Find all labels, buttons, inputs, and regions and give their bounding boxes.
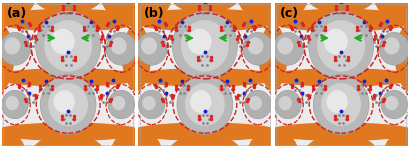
Ellipse shape: [92, 0, 172, 24]
Circle shape: [40, 74, 96, 135]
Circle shape: [136, 32, 167, 65]
Ellipse shape: [268, 69, 413, 86]
Circle shape: [317, 20, 365, 72]
Circle shape: [48, 83, 88, 126]
Circle shape: [108, 90, 135, 119]
Ellipse shape: [375, 0, 413, 24]
Ellipse shape: [248, 128, 308, 149]
Ellipse shape: [0, 0, 35, 24]
Circle shape: [190, 90, 211, 113]
Circle shape: [321, 83, 361, 126]
Ellipse shape: [249, 22, 287, 93]
Circle shape: [141, 37, 157, 55]
Ellipse shape: [168, 135, 242, 149]
Circle shape: [324, 29, 348, 55]
Ellipse shape: [112, 128, 171, 149]
Ellipse shape: [304, 135, 378, 149]
Ellipse shape: [268, 9, 413, 31]
Ellipse shape: [123, 22, 160, 93]
Ellipse shape: [0, 9, 141, 31]
Text: (b): (b): [144, 7, 164, 20]
Circle shape: [379, 32, 410, 65]
Ellipse shape: [0, 128, 25, 149]
Circle shape: [385, 96, 398, 110]
Circle shape: [0, 32, 30, 65]
Ellipse shape: [0, 22, 14, 93]
Circle shape: [275, 90, 301, 119]
Ellipse shape: [385, 128, 413, 149]
Circle shape: [185, 83, 225, 126]
Circle shape: [54, 90, 75, 113]
Circle shape: [243, 32, 273, 65]
Ellipse shape: [0, 69, 141, 86]
Ellipse shape: [31, 135, 105, 149]
Ellipse shape: [228, 0, 308, 24]
Circle shape: [327, 90, 348, 113]
Circle shape: [112, 96, 125, 110]
Ellipse shape: [113, 22, 150, 93]
Circle shape: [309, 11, 374, 81]
Ellipse shape: [268, 123, 413, 140]
Circle shape: [245, 90, 271, 119]
Ellipse shape: [132, 9, 278, 31]
Circle shape: [172, 11, 237, 81]
Circle shape: [247, 37, 263, 55]
Ellipse shape: [238, 128, 298, 149]
Ellipse shape: [132, 123, 278, 140]
Circle shape: [249, 96, 262, 110]
Ellipse shape: [238, 0, 318, 24]
Circle shape: [279, 96, 292, 110]
Ellipse shape: [168, 0, 242, 13]
Circle shape: [181, 20, 229, 72]
Circle shape: [188, 29, 211, 55]
Ellipse shape: [132, 69, 278, 86]
Ellipse shape: [31, 0, 105, 13]
Circle shape: [273, 32, 303, 65]
Circle shape: [142, 96, 156, 110]
Circle shape: [384, 37, 400, 55]
Ellipse shape: [259, 22, 297, 93]
Circle shape: [51, 29, 75, 55]
Text: (a): (a): [7, 7, 27, 20]
Circle shape: [6, 96, 19, 110]
Circle shape: [44, 20, 92, 72]
Ellipse shape: [0, 123, 141, 140]
Circle shape: [177, 74, 233, 135]
Circle shape: [2, 90, 28, 119]
Circle shape: [111, 37, 127, 55]
Circle shape: [106, 32, 137, 65]
Circle shape: [4, 37, 20, 55]
Text: (c): (c): [280, 7, 299, 20]
Circle shape: [381, 90, 408, 119]
Circle shape: [277, 37, 293, 55]
Ellipse shape: [102, 128, 161, 149]
Circle shape: [138, 90, 165, 119]
Ellipse shape: [304, 0, 378, 13]
Circle shape: [36, 11, 101, 81]
Ellipse shape: [396, 22, 413, 93]
Circle shape: [313, 74, 369, 135]
Ellipse shape: [102, 0, 181, 24]
